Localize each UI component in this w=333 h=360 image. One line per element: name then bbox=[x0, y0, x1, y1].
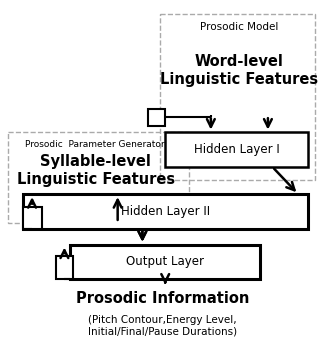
Text: Output Layer: Output Layer bbox=[126, 255, 204, 268]
Bar bbox=[23, 194, 308, 229]
Bar bbox=[148, 109, 165, 126]
Bar bbox=[8, 132, 189, 223]
Bar bbox=[70, 245, 260, 279]
Bar bbox=[165, 132, 308, 167]
Text: Prosodic Model: Prosodic Model bbox=[200, 22, 279, 32]
Bar bbox=[161, 14, 315, 180]
Text: Prosodic  Parameter Generator: Prosodic Parameter Generator bbox=[25, 140, 165, 149]
Text: Word-level
Linguistic Features: Word-level Linguistic Features bbox=[160, 54, 318, 87]
Text: Syllable-level
Linguistic Features: Syllable-level Linguistic Features bbox=[17, 154, 175, 187]
Bar bbox=[56, 256, 73, 279]
Text: (Pitch Contour,Energy Level,
Initial/Final/Pause Durations): (Pitch Contour,Energy Level, Initial/Fin… bbox=[88, 315, 237, 336]
Text: Hidden Layer I: Hidden Layer I bbox=[194, 143, 279, 156]
Bar bbox=[23, 207, 42, 229]
Text: Hidden Layer II: Hidden Layer II bbox=[121, 205, 210, 218]
Text: Prosodic Information: Prosodic Information bbox=[76, 291, 249, 306]
